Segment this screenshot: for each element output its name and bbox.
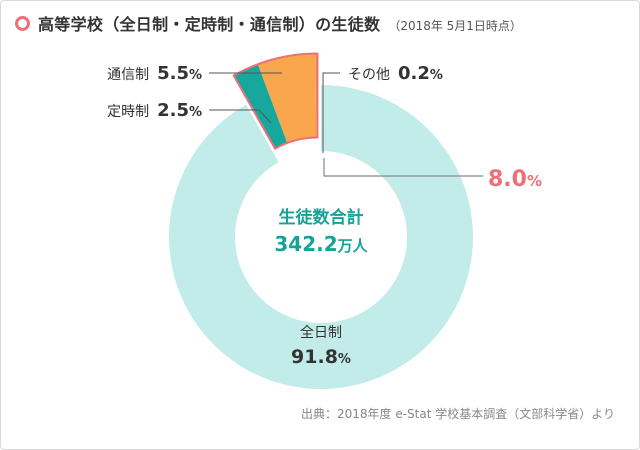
label-fulltime-name: 全日制 (300, 324, 342, 341)
label-other-unit: % (430, 68, 443, 83)
slice-fulltime (169, 85, 474, 389)
center-unit: 万人 (337, 237, 369, 255)
label-other-name: その他 (348, 67, 390, 83)
label-other-number: 0.2 (398, 63, 430, 84)
exploded-slices (232, 52, 319, 150)
label-correspondence-number: 5.5 (157, 63, 189, 84)
callout-number: 8.0 (488, 167, 527, 192)
chart-title: 高等学校（全日制・定時制・通信制）の生徒数 (38, 15, 381, 34)
callout-total: 8.0% (488, 167, 542, 192)
leader-parttime (209, 109, 272, 124)
label-fulltime-value: 91.8% (291, 346, 351, 368)
center-label: 生徒数合計 (279, 207, 364, 228)
label-parttime-name: 定時制 (107, 104, 149, 120)
label-correspondence: 通信制 5.5% (107, 63, 202, 84)
center-value: 342.2 (274, 232, 337, 256)
title-row: 高等学校（全日制・定時制・通信制）の生徒数 （2018年 5月1日時点） (15, 11, 522, 35)
exploded-outline (232, 52, 319, 150)
slice-correspondence (257, 53, 317, 143)
label-parttime-unit: % (189, 105, 202, 120)
label-parttime-number: 2.5 (157, 100, 189, 121)
chart-date-note: （2018年 5月1日時点） (388, 19, 522, 33)
label-correspondence-name: 通信制 (107, 67, 149, 83)
label-fulltime-unit: % (338, 352, 351, 367)
leader-other (322, 72, 340, 153)
label-other: その他 0.2% (348, 63, 443, 84)
slices-layer (169, 52, 474, 389)
circle-icon (15, 15, 30, 31)
label-fulltime-number: 91.8 (291, 346, 338, 368)
center-total: 342.2万人 (274, 232, 368, 256)
label-parttime: 定時制 2.5% (107, 100, 202, 121)
leader-lines (209, 72, 483, 177)
leader-callout (323, 158, 483, 177)
callout-unit: % (527, 172, 542, 190)
slice-parttime (233, 64, 288, 149)
label-correspondence-unit: % (189, 68, 202, 83)
source-note: 出典：2018年度 e-Stat 学校基本調査（文部科学省）より (300, 407, 615, 421)
